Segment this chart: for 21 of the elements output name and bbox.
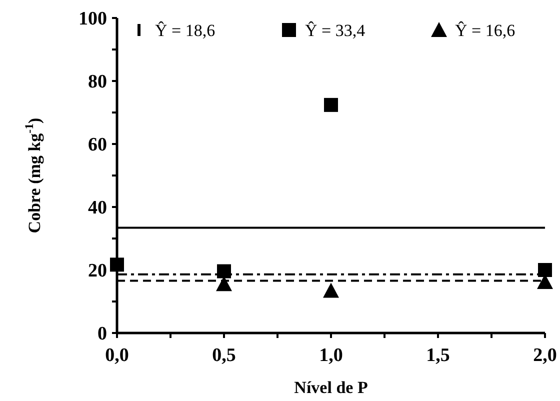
y-tick-label: 40 xyxy=(88,198,107,219)
x-tick-label: 2,0 xyxy=(533,345,557,366)
y-tick-label: 60 xyxy=(88,134,107,156)
x-tick-label: 0,0 xyxy=(105,345,129,366)
point xyxy=(324,98,338,112)
point xyxy=(216,276,232,292)
x-tick-label: 1,0 xyxy=(319,345,343,366)
point xyxy=(323,282,339,298)
x-axis-title: Nível de P xyxy=(294,378,368,397)
y-tick-label: 100 xyxy=(78,8,107,30)
point xyxy=(110,258,124,272)
legend-label: Ŷ = 18,6 xyxy=(155,20,216,40)
x-tick-label: 0,5 xyxy=(212,345,236,366)
x-tick-label: 1,5 xyxy=(426,345,450,366)
point xyxy=(217,264,231,278)
legend-label: Ŷ = 33,4 xyxy=(305,20,366,40)
y-tick-label: 80 xyxy=(88,72,107,93)
y-tick-label: 20 xyxy=(88,260,107,282)
legend-label: Ŷ = 16,6 xyxy=(455,20,516,40)
point xyxy=(538,263,552,277)
y-tick-label: 0 xyxy=(98,324,107,345)
